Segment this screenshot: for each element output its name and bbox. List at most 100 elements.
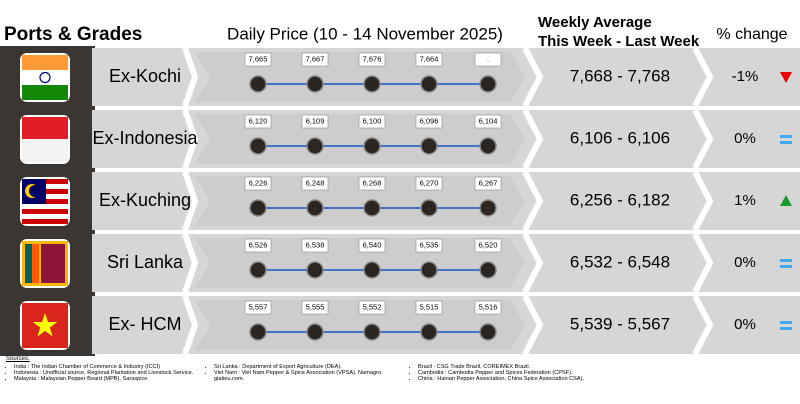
price: 6,538 bbox=[306, 240, 325, 249]
pepper bbox=[479, 137, 497, 155]
price-box bbox=[301, 114, 329, 129]
price-box bbox=[474, 176, 502, 191]
price: 6,104 bbox=[479, 116, 498, 125]
trend-equal bbox=[780, 327, 792, 330]
price: 6,120 bbox=[249, 116, 268, 125]
table: Ports & Grades Daily Price (10 - 14 Nove… bbox=[0, 14, 800, 356]
pepper bbox=[306, 323, 324, 341]
weekly-average: 6,106 - 6,106 bbox=[570, 128, 670, 147]
flag bbox=[22, 209, 68, 214]
price-box bbox=[301, 238, 329, 253]
weekly-average: 5,539 - 5,567 bbox=[570, 314, 670, 333]
source: China : Hainan Pepper Association, China… bbox=[418, 376, 600, 382]
pepper bbox=[249, 199, 267, 217]
price: 6,520 bbox=[479, 240, 498, 249]
source: Malaysia : Malaysian Pepper Board (MPB),… bbox=[14, 376, 196, 382]
percent-change: 0% bbox=[734, 316, 756, 333]
price: 6,109 bbox=[306, 116, 325, 125]
pepper bbox=[363, 261, 381, 279]
price-box bbox=[358, 52, 386, 67]
price-box bbox=[474, 300, 502, 315]
price-box bbox=[244, 238, 272, 253]
price-box bbox=[244, 114, 272, 129]
flag bbox=[39, 71, 51, 84]
pepper bbox=[306, 75, 324, 93]
price: 7,676 bbox=[363, 54, 382, 63]
pepper bbox=[249, 261, 267, 279]
pepper bbox=[249, 137, 267, 155]
pepper bbox=[249, 323, 267, 341]
weekly-header: This Week - Last Week bbox=[538, 33, 700, 50]
price-box bbox=[415, 114, 443, 129]
chevron bbox=[692, 170, 714, 232]
price: 6,100 bbox=[363, 116, 382, 125]
price: 6,248 bbox=[306, 178, 325, 187]
price-panel bbox=[195, 176, 525, 226]
price-box bbox=[474, 114, 502, 129]
price: 5,515 bbox=[420, 302, 439, 311]
chevron bbox=[182, 171, 199, 231]
chevron bbox=[522, 46, 544, 108]
price: 6,226 bbox=[249, 178, 268, 187]
flag bbox=[22, 117, 68, 139]
source: Indonesia : Unofficial source, Regional … bbox=[14, 370, 196, 376]
port-name: Ex- HCM bbox=[109, 314, 182, 334]
source: Brazil : CSG Trade Brazil, COREIMEX Braz… bbox=[418, 364, 600, 370]
chevron bbox=[522, 108, 544, 170]
sources-list: India : The Indian Chamber of Commerce &… bbox=[6, 364, 196, 382]
sources-list: Brazil : CSG Trade Brazil, COREIMEX Braz… bbox=[410, 364, 600, 382]
chevron bbox=[182, 47, 199, 107]
price-panel bbox=[195, 114, 525, 164]
chevron bbox=[522, 170, 544, 232]
price: 7,664 bbox=[420, 54, 439, 63]
price-box bbox=[301, 300, 329, 315]
price-box bbox=[244, 176, 272, 191]
price: . bbox=[487, 54, 489, 63]
source: India : The Indian Chamber of Commerce &… bbox=[14, 364, 196, 370]
flag bbox=[22, 214, 68, 219]
chevron bbox=[182, 109, 199, 169]
price-box bbox=[358, 238, 386, 253]
sources-list: Sri Lanka : Department of Export Agricul… bbox=[206, 364, 396, 382]
pepper bbox=[306, 199, 324, 217]
price-box bbox=[415, 300, 443, 315]
price-box bbox=[415, 52, 443, 67]
source: Sri Lanka : Department of Export Agricul… bbox=[214, 364, 396, 370]
flag bbox=[32, 244, 39, 283]
pepper bbox=[363, 323, 381, 341]
price-panel bbox=[195, 52, 525, 102]
port-name: Sri Lanka bbox=[107, 252, 184, 272]
pepper bbox=[479, 199, 497, 217]
price-box bbox=[301, 176, 329, 191]
price-panel bbox=[195, 300, 525, 350]
price-box bbox=[358, 176, 386, 191]
price-box bbox=[244, 300, 272, 315]
pepper bbox=[306, 261, 324, 279]
flag bbox=[25, 244, 32, 283]
pepper bbox=[306, 137, 324, 155]
price: 5,557 bbox=[249, 302, 268, 311]
pepper bbox=[420, 199, 438, 217]
price: 6,526 bbox=[249, 240, 268, 249]
pepper bbox=[420, 75, 438, 93]
port-name: Ex-Kuching bbox=[99, 190, 191, 210]
price-box bbox=[244, 52, 272, 67]
price: 6,096 bbox=[420, 116, 439, 125]
pepper bbox=[363, 199, 381, 217]
percent-change: 0% bbox=[734, 254, 756, 271]
pepper bbox=[249, 75, 267, 93]
chevron bbox=[182, 233, 199, 293]
percent-change: 0% bbox=[734, 130, 756, 147]
source: Cambodia : Cambodia Pepper and Spices Fe… bbox=[418, 370, 600, 376]
trend-equal bbox=[780, 141, 792, 144]
price: 5,552 bbox=[363, 302, 382, 311]
chevron bbox=[522, 232, 544, 294]
price-box bbox=[358, 114, 386, 129]
weekly-average: 6,256 - 6,182 bbox=[570, 190, 670, 209]
flag bbox=[22, 70, 68, 85]
source: Viet Nam : Viet Nam Pepper & Spice Assoc… bbox=[214, 370, 396, 382]
price: 6,535 bbox=[420, 240, 439, 249]
chevron bbox=[692, 232, 714, 294]
flag bbox=[22, 139, 68, 162]
